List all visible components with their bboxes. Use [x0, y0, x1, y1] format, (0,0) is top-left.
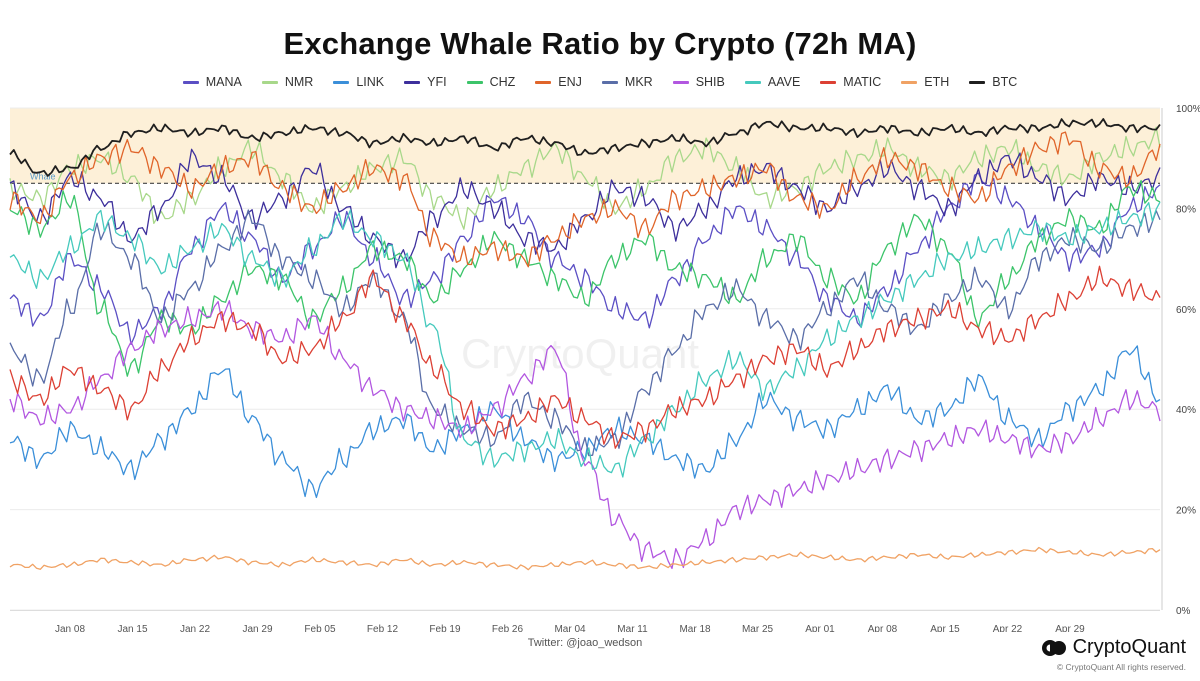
- line-chart: 0% 20% 40% 60% 80% 100% CryptoQuant Whale Jan 08…: [9, 104, 1200, 632]
- legend-item-eth[interactable]: ETH: [901, 72, 949, 92]
- legend-label: BTC: [992, 75, 1018, 89]
- x-tick-label: Mar 11: [617, 624, 648, 632]
- x-tick-label: Jan 08: [55, 624, 85, 632]
- legend-label: LINK: [356, 75, 385, 89]
- legend-label: MANA: [205, 75, 242, 89]
- cryptoquant-logo: CryptoQuant: [1041, 636, 1186, 659]
- y-tick-label: 60%: [1176, 305, 1196, 316]
- legend-item-mana[interactable]: MANA: [182, 72, 242, 92]
- x-tick-label: Jan 29: [242, 624, 272, 632]
- legend-label: AAVE: [767, 75, 801, 89]
- legend-label: MATIC: [843, 75, 882, 89]
- legend-swatch: [820, 80, 837, 84]
- legend-item-aave[interactable]: AAVE: [744, 72, 801, 92]
- legend-item-mkr[interactable]: MKR: [601, 72, 653, 92]
- series-line-enj: [9, 131, 1161, 268]
- x-tick-label: Mar 04: [554, 624, 586, 632]
- legend-item-link[interactable]: LINK: [333, 72, 384, 92]
- legend-swatch: [182, 80, 199, 84]
- legend-item-shib[interactable]: SHIB: [672, 72, 725, 92]
- legend-swatch: [969, 80, 986, 84]
- chart-title: Exchange Whale Ratio by Crypto (72h MA): [283, 26, 917, 61]
- legend-swatch: [261, 80, 278, 84]
- twitter-credit: Twitter: @joao_wedson: [527, 637, 643, 649]
- legend-swatch: [466, 80, 483, 84]
- legend-swatch: [672, 80, 689, 84]
- x-tick-label: Jan 15: [117, 624, 147, 632]
- legend-swatch: [333, 80, 350, 84]
- cryptoquant-logo-icon: [1041, 638, 1067, 658]
- series-line-mkr: [9, 209, 1161, 457]
- legend-swatch: [601, 80, 618, 84]
- y-tick-label: 40%: [1176, 405, 1196, 416]
- series-line-shib: [9, 300, 1161, 570]
- chart-legend: MANA NMR LINK YFI CHZ ENJ MKR SHIB AAVE MATIC ETH B…: [0, 72, 1200, 92]
- series-line-nmr: [9, 126, 1161, 230]
- legend-item-enj[interactable]: ENJ: [535, 72, 582, 92]
- x-tick-label: Feb 12: [367, 624, 399, 632]
- series-line-matic: [9, 265, 1161, 449]
- series-line-btc: [9, 118, 1161, 177]
- x-tick-label: Mar 25: [742, 624, 774, 632]
- x-tick-label: Apr 01: [805, 624, 835, 632]
- whale-zone: [10, 108, 1160, 184]
- series-line-yfi: [9, 148, 1161, 269]
- brand-name: CryptoQuant: [1072, 636, 1186, 658]
- legend-swatch: [404, 80, 421, 84]
- x-tick-label: Apr 29: [1055, 624, 1085, 632]
- legend-item-btc[interactable]: BTC: [969, 72, 1017, 92]
- x-tick-label: Feb 19: [429, 624, 461, 632]
- x-tick-label: Apr 08: [868, 624, 898, 632]
- legend-label: CHZ: [489, 75, 516, 89]
- x-tick-label: Feb 05: [304, 624, 336, 632]
- x-tick-label: Apr 22: [993, 624, 1023, 632]
- legend-label: YFI: [427, 75, 447, 89]
- watermark-text: CryptoQuant: [461, 330, 699, 377]
- y-tick-label: 100%: [1176, 104, 1200, 115]
- series-line-eth: [9, 546, 1161, 571]
- legend-item-yfi[interactable]: YFI: [404, 72, 447, 92]
- y-tick-label: 80%: [1176, 204, 1196, 215]
- x-tick-label: Jan 22: [180, 624, 210, 632]
- whale-threshold-label: Whale: [30, 171, 56, 181]
- y-tick-label: 20%: [1176, 506, 1196, 517]
- legend-label: ETH: [924, 75, 950, 89]
- x-tick-label: Apr 15: [930, 624, 960, 632]
- series-line-chz: [9, 179, 1161, 377]
- legend-label: NMR: [284, 75, 314, 89]
- legend-swatch: [535, 80, 552, 84]
- series-line-aave: [9, 201, 1161, 478]
- legend-swatch: [744, 80, 761, 84]
- legend-item-nmr[interactable]: NMR: [261, 72, 314, 92]
- legend-label: SHIB: [695, 75, 725, 89]
- copyright-text: © CryptoQuant All rights reserved.: [1056, 662, 1186, 672]
- legend-item-chz[interactable]: CHZ: [466, 72, 516, 92]
- legend-label: ENJ: [558, 75, 582, 89]
- legend-item-matic[interactable]: MATIC: [820, 72, 881, 92]
- legend-swatch: [901, 80, 918, 84]
- y-tick-label: 0%: [1176, 606, 1191, 617]
- x-tick-label: Mar 18: [679, 624, 711, 632]
- legend-label: MKR: [624, 75, 653, 89]
- x-tick-label: Feb 26: [492, 624, 524, 632]
